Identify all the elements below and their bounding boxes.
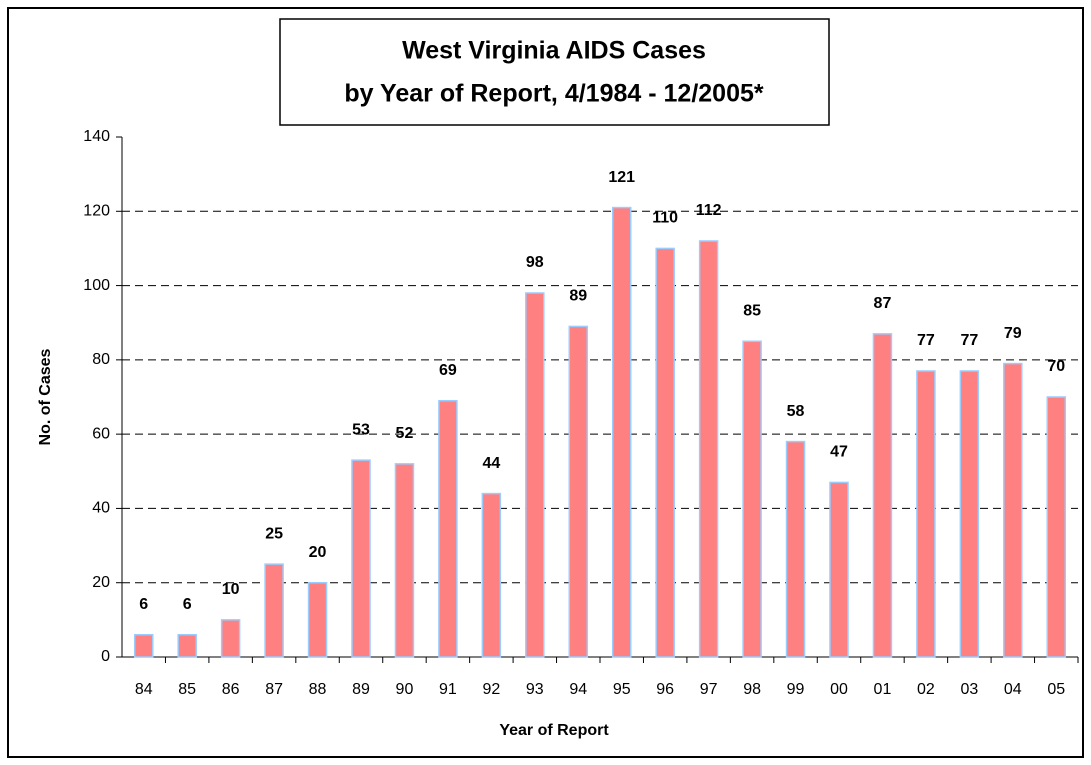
- value-label: 77: [917, 332, 935, 349]
- x-tick-label: 93: [526, 681, 544, 698]
- y-tick-label: 20: [92, 574, 110, 591]
- bar: [307, 581, 328, 658]
- value-label: 52: [396, 425, 414, 442]
- value-label: 77: [960, 332, 978, 349]
- chart-border: [7, 7, 1084, 758]
- y-tick-label: 60: [92, 425, 110, 442]
- value-label: 70: [1047, 358, 1065, 375]
- bar: [1003, 362, 1023, 658]
- x-tick-label: 03: [960, 681, 978, 698]
- value-label: 87: [874, 295, 892, 312]
- bar: [872, 333, 893, 658]
- chart-subtitle: by Year of Report, 4/1984 - 12/2005*: [344, 80, 763, 108]
- x-tick-label: 04: [1004, 681, 1022, 698]
- bar: [394, 463, 415, 658]
- bar: [611, 206, 632, 658]
- x-tick-label: 84: [135, 681, 153, 698]
- x-tick-label: 89: [352, 681, 370, 698]
- bar: [655, 247, 675, 658]
- x-tick-label: 86: [222, 681, 240, 698]
- value-label: 121: [608, 169, 635, 186]
- bar: [568, 325, 589, 658]
- bar: [525, 292, 545, 658]
- y-tick-label: 40: [92, 500, 110, 517]
- y-tick-label: 120: [83, 203, 110, 220]
- value-label: 69: [439, 362, 457, 379]
- bar: [742, 340, 762, 658]
- x-tick-label: 87: [265, 681, 283, 698]
- x-tick-label: 88: [309, 681, 327, 698]
- x-tick-label: 02: [917, 681, 935, 698]
- bar: [959, 370, 980, 658]
- x-tick-label: 91: [439, 681, 457, 698]
- bar: [351, 459, 371, 658]
- value-label: 47: [830, 444, 848, 461]
- x-tick-label: 97: [700, 681, 718, 698]
- value-label: 20: [309, 544, 327, 561]
- bar: [916, 370, 936, 658]
- value-label: 98: [526, 254, 544, 271]
- y-axis-title: No. of Cases: [37, 348, 54, 445]
- value-label: 10: [222, 581, 240, 598]
- bar: [133, 633, 154, 658]
- x-tick-label: 96: [656, 681, 674, 698]
- value-label: 79: [1004, 325, 1022, 342]
- x-tick-label: 00: [830, 681, 848, 698]
- title-box: [279, 18, 830, 126]
- value-label: 85: [743, 303, 761, 320]
- x-tick-label: 90: [396, 681, 414, 698]
- bar: [1046, 396, 1067, 658]
- bar: [177, 633, 197, 658]
- bar: [785, 440, 806, 658]
- x-tick-label: 98: [743, 681, 761, 698]
- value-label: 44: [482, 455, 500, 472]
- y-tick-label: 0: [101, 648, 110, 665]
- x-tick-label: 99: [787, 681, 805, 698]
- bar: [481, 492, 502, 658]
- x-tick-label: 95: [613, 681, 631, 698]
- bar: [698, 240, 719, 658]
- value-label: 112: [696, 202, 722, 219]
- value-label: 25: [265, 525, 283, 542]
- x-axis-title: Year of Report: [499, 722, 609, 739]
- bar: [220, 619, 241, 658]
- bar: [438, 399, 458, 658]
- chart-title: West Virginia AIDS Cases: [402, 37, 706, 65]
- value-label: 110: [652, 210, 678, 227]
- value-label: 6: [183, 596, 192, 613]
- value-label: 58: [787, 403, 805, 420]
- x-tick-label: 01: [874, 681, 892, 698]
- value-label: 6: [139, 596, 148, 613]
- x-tick-label: 85: [178, 681, 196, 698]
- value-label: 89: [569, 288, 587, 305]
- y-tick-label: 140: [83, 128, 110, 145]
- bar: [829, 481, 849, 658]
- y-tick-label: 100: [83, 277, 110, 294]
- x-tick-label: 92: [482, 681, 500, 698]
- value-label: 53: [352, 421, 370, 438]
- bar: [264, 563, 284, 658]
- x-tick-label: 05: [1047, 681, 1065, 698]
- x-tick-label: 94: [569, 681, 587, 698]
- y-tick-label: 80: [92, 351, 110, 368]
